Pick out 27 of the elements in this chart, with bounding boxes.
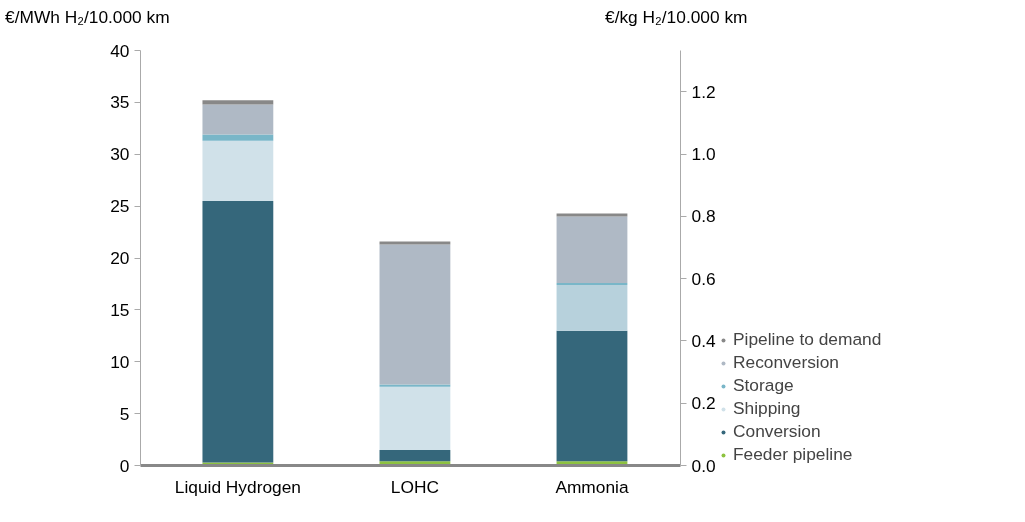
y-tick-label: 30	[110, 144, 130, 165]
y-axis-title: €/MWh H₂/10.000 km	[5, 6, 170, 29]
x-tick-label: LOHC	[390, 476, 440, 497]
y2-tick-label: 0.4	[691, 331, 716, 351]
text: Reconversion	[733, 352, 839, 373]
text: Storage	[733, 375, 794, 396]
y-tick-label: 5	[119, 403, 130, 424]
x-tick-label: Ammonia	[555, 476, 629, 497]
text: Feeder pipeline	[733, 444, 853, 465]
text: Conversion	[733, 421, 821, 442]
x-tick-label: Liquid Hydrogen	[174, 476, 301, 497]
text: Shipping	[733, 398, 801, 419]
y2-tick-label: 0.6	[691, 268, 716, 289]
y2-axis-title: €/kg H₂/10.000 km	[605, 6, 748, 29]
y2-tick-label: 0.0	[691, 455, 716, 476]
y-tick-label: 35	[110, 92, 130, 113]
y-tick-label: 0	[119, 455, 130, 476]
y-tick-label: 15	[110, 299, 130, 320]
y-tick-label: 40	[110, 40, 130, 61]
y2-tick-label: 0.8	[691, 206, 716, 227]
y-tick-label: 20	[110, 248, 130, 268]
y2-tick-label: 0.2	[691, 393, 716, 414]
y2-tick-label: 1.0	[691, 144, 716, 165]
text: Pipeline to demand	[733, 329, 882, 350]
y-tick-label: 25	[110, 196, 130, 217]
y-tick-label: 10	[110, 351, 130, 372]
y2-tick-label: 1.2	[691, 81, 716, 102]
